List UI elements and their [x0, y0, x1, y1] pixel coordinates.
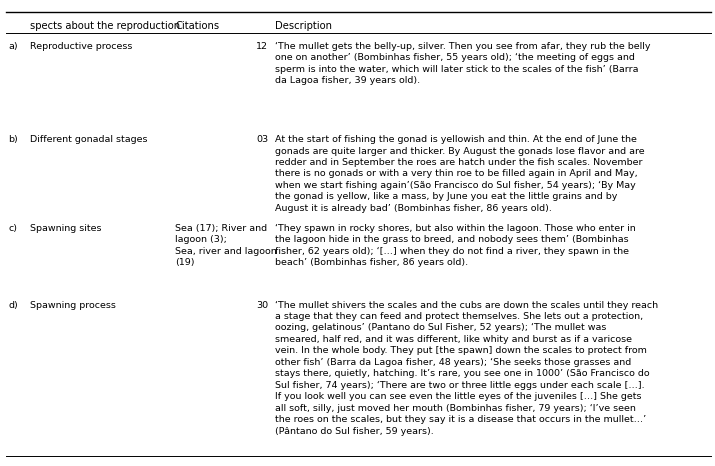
Text: Sea (17); River and
lagoon (3);
Sea, river and lagoon
(19): Sea (17); River and lagoon (3); Sea, riv…: [175, 224, 277, 267]
Text: Spawning sites: Spawning sites: [30, 224, 102, 233]
Text: c): c): [9, 224, 18, 233]
Text: b): b): [9, 135, 19, 144]
Text: 12: 12: [256, 42, 268, 51]
Text: Citations: Citations: [175, 21, 220, 31]
Text: ‘They spawn in rocky shores, but also within the lagoon. Those who enter in
the : ‘They spawn in rocky shores, but also wi…: [275, 224, 636, 267]
Text: Reproductive process: Reproductive process: [30, 42, 132, 51]
Text: d): d): [9, 301, 19, 309]
Text: Different gonadal stages: Different gonadal stages: [30, 135, 147, 144]
Text: 03: 03: [256, 135, 268, 144]
Text: At the start of fishing the gonad is yellowish and thin. At the end of June the
: At the start of fishing the gonad is yel…: [275, 135, 645, 213]
Text: Spawning process: Spawning process: [30, 301, 116, 309]
Text: ‘The mullet shivers the scales and the cubs are down the scales until they reach: ‘The mullet shivers the scales and the c…: [275, 301, 659, 436]
Text: ‘The mullet gets the belly-up, silver. Then you see from afar, they rub the bell: ‘The mullet gets the belly-up, silver. T…: [275, 42, 651, 85]
Text: Description: Description: [275, 21, 332, 31]
Text: 30: 30: [256, 301, 268, 309]
Text: spects about the reproduction: spects about the reproduction: [30, 21, 180, 31]
Text: a): a): [9, 42, 18, 51]
